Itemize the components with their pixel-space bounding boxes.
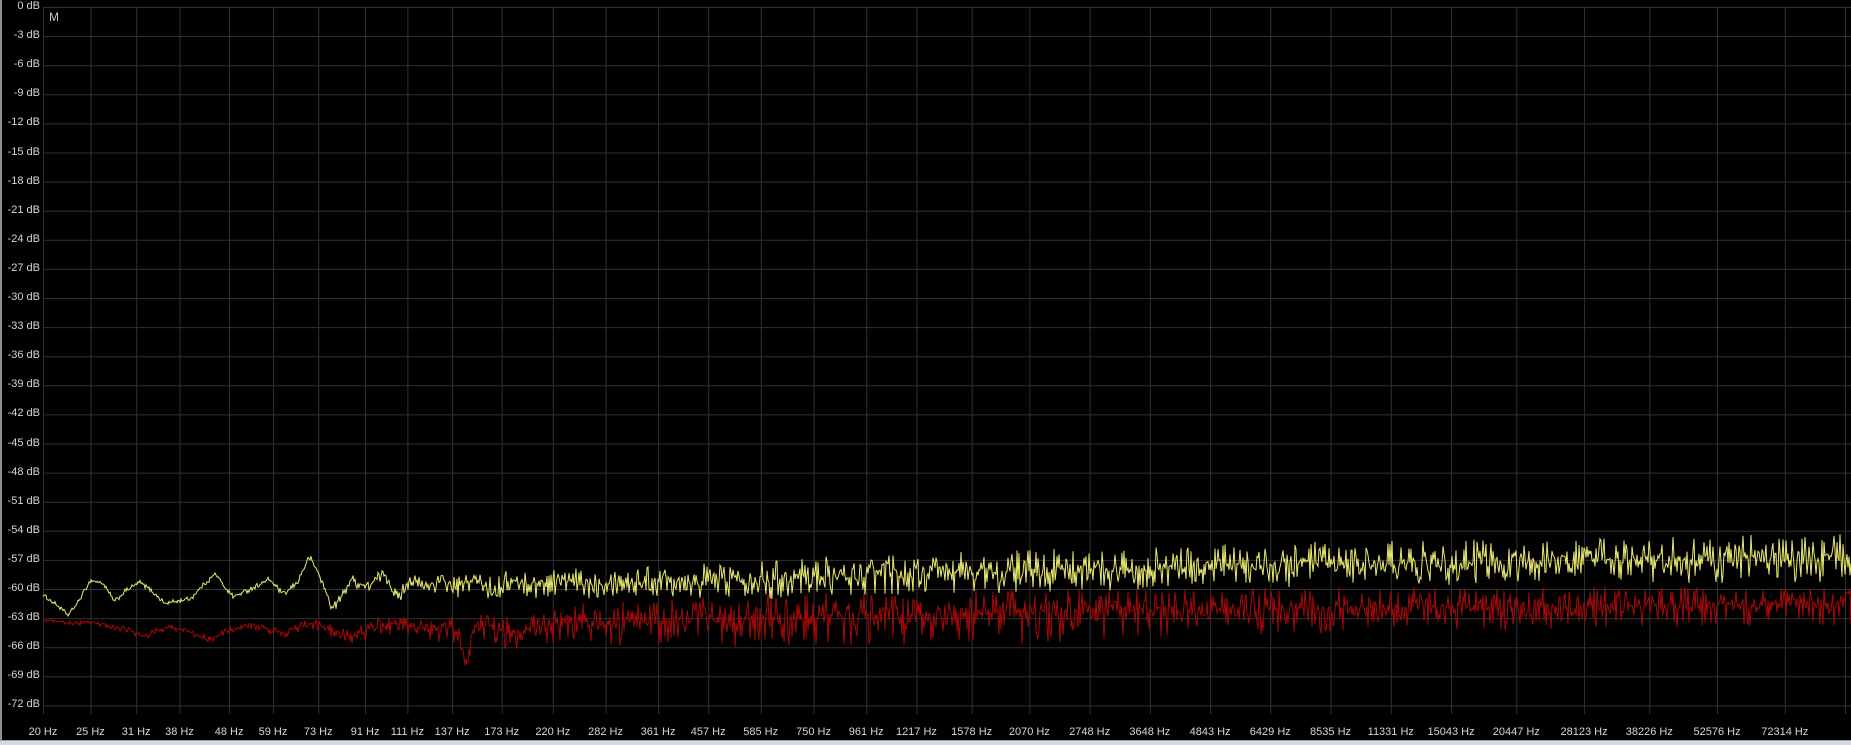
y-tick-label: -36 dB [7, 349, 40, 362]
y-tick-label: 0 dB [17, 0, 40, 12]
x-tick-label: 25 Hz [76, 726, 105, 738]
y-tick-label: -60 dB [7, 582, 40, 594]
y-tick-label: -42 dB [7, 407, 40, 420]
spectrum-secondary-trace [42, 586, 1851, 666]
y-tick-label: -66 dB [7, 640, 40, 653]
channel-marker-label: M [49, 10, 59, 24]
x-tick-label: 1217 Hz [895, 726, 937, 738]
y-tick-label: -18 dB [7, 174, 40, 187]
y-tick-label: -15 dB [7, 145, 40, 158]
x-tick-label: 52576 Hz [1693, 726, 1741, 738]
x-tick-label: 38226 Hz [1625, 726, 1673, 738]
x-tick-label: 20 Hz [28, 726, 58, 738]
x-tick-label: 8535 Hz [1310, 726, 1352, 738]
x-tick-label: 59 Hz [258, 726, 288, 738]
x-tick-label: 2748 Hz [1069, 726, 1111, 738]
y-tick-label: -30 dB [7, 291, 40, 303]
x-tick-label: 137 Hz [434, 726, 470, 738]
window-bottom-border [0, 740, 1851, 745]
x-tick-label: 111 Hz [390, 726, 424, 738]
x-tick-label: 282 Hz [588, 726, 623, 738]
y-tick-label: -3 dB [13, 29, 40, 42]
x-tick-label: 73 Hz [303, 726, 333, 738]
x-tick-label: 48 Hz [214, 726, 244, 738]
y-tick-label: -9 dB [13, 87, 40, 100]
x-tick-label: 31 Hz [121, 726, 151, 738]
y-tick-label: -33 dB [7, 320, 40, 333]
x-tick-label: 2070 Hz [1008, 726, 1050, 738]
x-tick-label: 961 Hz [848, 726, 884, 738]
y-tick-label: -39 dB [7, 378, 40, 391]
y-tick-label: -57 dB [7, 552, 40, 565]
x-tick-label: 750 Hz [796, 726, 831, 738]
x-tick-label: 585 Hz [743, 726, 779, 738]
x-tick-label: 11331 Hz [1367, 726, 1414, 738]
spectrum-primary-trace [42, 534, 1851, 618]
x-tick-label: 6429 Hz [1249, 726, 1291, 738]
x-tick-label: 91 Hz [350, 726, 380, 738]
y-tick-label: -45 dB [7, 436, 40, 449]
x-tick-label: 38 Hz [165, 726, 194, 738]
y-tick-label: -6 dB [13, 58, 40, 71]
x-tick-label: 457 Hz [690, 726, 726, 738]
x-tick-label: 15043 Hz [1427, 726, 1475, 738]
y-tick-label: -51 dB [7, 494, 40, 507]
y-tick-label: -72 dB [7, 698, 40, 711]
y-tick-label: -63 dB [7, 611, 40, 624]
x-tick-label: 28123 Hz [1560, 726, 1608, 738]
y-tick-label: -48 dB [7, 465, 40, 478]
y-tick-label: -54 dB [7, 523, 40, 536]
x-tick-label: 173 Hz [484, 726, 520, 738]
y-tick-label: -12 dB [7, 116, 40, 129]
y-tick-label: -27 dB [7, 261, 40, 274]
x-tick-label: 361 Hz [640, 726, 676, 738]
x-tick-label: 3648 Hz [1129, 726, 1171, 738]
x-tick-label: 20447 Hz [1492, 726, 1540, 738]
x-tick-label: 4843 Hz [1189, 726, 1231, 738]
y-tick-label: -24 dB [7, 232, 40, 245]
y-tick-label: -69 dB [7, 669, 40, 682]
window-left-border [0, 0, 2, 745]
y-tick-label: -21 dB [7, 203, 40, 216]
x-tick-label: 72314 Hz [1761, 726, 1809, 738]
x-tick-label: 1578 Hz [951, 726, 993, 738]
x-tick-label: 220 Hz [535, 726, 571, 738]
